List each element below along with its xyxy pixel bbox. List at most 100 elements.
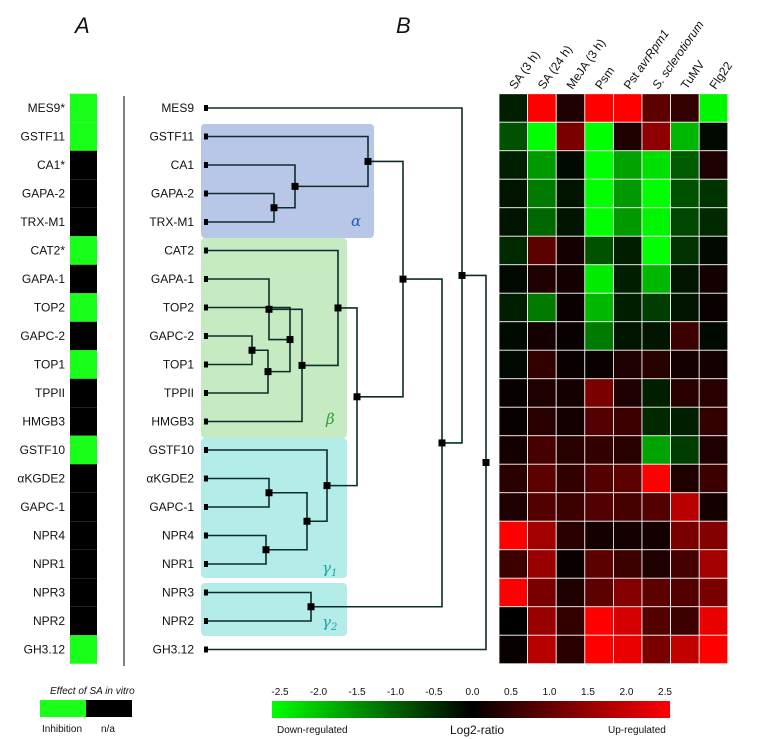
heatmap-cell xyxy=(527,606,557,636)
heatmap-cell xyxy=(698,349,729,380)
leaf-tick xyxy=(204,475,208,482)
heatmap-cell xyxy=(584,492,614,522)
heatmap-cell xyxy=(584,406,614,437)
tree-gene-label: HMGB3 xyxy=(151,415,194,429)
heatmap-cell xyxy=(670,178,700,209)
heatmap-cell xyxy=(698,463,729,494)
heatmap-cell xyxy=(498,520,529,551)
leaf-tick xyxy=(204,304,208,311)
tree-gene-label: NPR4 xyxy=(162,529,194,543)
heatmap-cell xyxy=(670,577,700,608)
panel-a-cell xyxy=(70,606,97,636)
cluster-box xyxy=(201,124,374,238)
heatmap-cell xyxy=(698,520,729,551)
tree-gene-label: GAPA-1 xyxy=(151,272,194,286)
heatmap-cell xyxy=(584,606,614,636)
heatmap-cell xyxy=(670,634,700,665)
effect-legend-title: Effect of SA in vitro xyxy=(50,686,135,697)
panel-a-effect-column: MES9* GSTF11 CA1* GAPA-2 TRX-M1 CAT2* GAPA-1 TO… xyxy=(17,93,97,664)
heatmap-cell xyxy=(698,235,729,266)
heatmap-cell xyxy=(498,606,529,636)
heatmap-cell xyxy=(498,378,529,408)
heatmap-cell xyxy=(498,264,529,294)
heatmap-cell xyxy=(670,235,700,266)
heatmap-cell xyxy=(641,549,672,579)
tree-gene-label: GAPC-1 xyxy=(149,500,194,514)
heatmap-cell xyxy=(698,178,729,209)
leaf-tick xyxy=(204,190,208,197)
dendrogram-node xyxy=(323,482,331,490)
heatmap-cell xyxy=(641,378,672,408)
heatmap-column-labels: SA (3 h)SA (24 h)MeJA (3 h)Psm Pst avrRpm… xyxy=(506,18,735,92)
scale-max-label: Up-regulated xyxy=(608,725,666,736)
panel-a-label: NPR2 xyxy=(33,614,65,628)
leaf-tick xyxy=(204,532,208,539)
panel-a-cell xyxy=(70,578,97,607)
tree-gene-label: GAPA-2 xyxy=(151,187,194,201)
scale-tick-label: -1.5 xyxy=(348,687,366,698)
panel-a-cell xyxy=(70,207,97,237)
heatmap-cell xyxy=(584,93,614,123)
panel-a-label: TPPII xyxy=(35,386,65,400)
panel-a-label: GAPA-1 xyxy=(22,272,65,286)
heatmap-cell xyxy=(584,549,614,579)
effect-legend-na-swatch xyxy=(86,700,132,717)
heatmap-cell xyxy=(527,406,557,437)
dendrogram-node xyxy=(364,157,372,165)
heatmap-cell xyxy=(527,150,557,180)
heatmap-cell xyxy=(555,93,586,123)
heatmap-cell xyxy=(555,207,586,237)
leaf-tick xyxy=(204,133,208,140)
heatmap-cell xyxy=(555,492,586,522)
heatmap-cell xyxy=(670,321,700,351)
heatmap-cell xyxy=(527,121,557,152)
leaf-tick xyxy=(204,646,208,653)
heatmap-cell xyxy=(555,606,586,636)
heatmap-cell xyxy=(641,292,672,323)
dendrogram-node xyxy=(286,336,294,344)
heatmap-cell xyxy=(613,378,643,408)
heatmap-cell xyxy=(613,349,643,380)
heatmap-cell xyxy=(641,520,672,551)
panel-a-cell xyxy=(70,93,97,123)
heatmap-cell xyxy=(670,606,700,636)
heatmap-cell xyxy=(527,577,557,608)
heatmap-cell xyxy=(584,520,614,551)
scale-tick-label: 2.5 xyxy=(658,687,672,698)
heatmap-cell xyxy=(670,549,700,579)
tree-gene-label: GSTF10 xyxy=(149,443,195,457)
heatmap-cell xyxy=(498,435,529,465)
leaf-tick xyxy=(204,618,208,624)
heatmap-cell xyxy=(641,577,672,608)
heatmap-cell xyxy=(555,577,586,608)
heatmap-cell xyxy=(584,463,614,494)
scale-tick-label: -2.5 xyxy=(271,687,289,698)
dendrogram-node xyxy=(248,346,256,354)
heatmap-cell xyxy=(527,492,557,522)
heatmap-cell xyxy=(670,492,700,522)
heatmap-cell xyxy=(641,435,672,465)
color-scale-bar xyxy=(272,701,670,718)
leaf-tick xyxy=(204,447,208,453)
heatmap-cell xyxy=(698,292,729,323)
heatmap-column-label: TuMV xyxy=(678,58,708,92)
heatmap-cell xyxy=(613,264,643,294)
dendrogram-node xyxy=(264,368,272,376)
heatmap-cell xyxy=(584,121,614,152)
panel-a-label: NPR4 xyxy=(33,529,65,543)
heatmap-cell xyxy=(555,264,586,294)
panel-a-label: NPR3 xyxy=(33,586,65,600)
scale-tick-label: 0.5 xyxy=(504,687,518,698)
heatmap-cell xyxy=(698,378,729,408)
tree-gene-label: NPR2 xyxy=(162,614,194,628)
heatmap-cell xyxy=(698,264,729,294)
dendrogram-node xyxy=(291,182,299,190)
leaf-tick xyxy=(204,361,208,368)
panel-a-label: CA1* xyxy=(37,158,65,172)
heatmap-cell xyxy=(698,93,729,123)
heatmap-cell xyxy=(527,463,557,494)
heatmap-cell xyxy=(527,321,557,351)
cluster-box xyxy=(201,238,347,438)
